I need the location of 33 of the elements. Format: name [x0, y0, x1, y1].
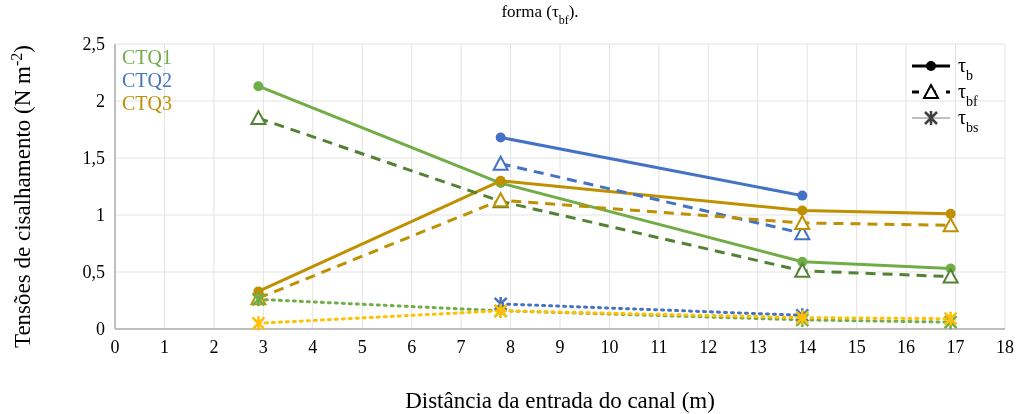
- x-tick-label: 3: [258, 337, 268, 357]
- x-tick-label: 7: [456, 337, 466, 357]
- y-tick-label: 0,5: [82, 262, 105, 282]
- y-tick-label: 1,5: [82, 148, 105, 168]
- y-tick-label: 2,5: [82, 34, 105, 54]
- x-tick-label: 10: [600, 337, 619, 357]
- x-tick-label: 18: [996, 337, 1014, 357]
- x-tick-label: 6: [407, 337, 417, 357]
- annotation: τ$_{bs}$: [958, 106, 979, 135]
- x-tick-label: 4: [308, 337, 318, 357]
- x-tick-label: 1: [159, 337, 169, 357]
- x-tick-label: 15: [847, 337, 866, 357]
- y-tick-label: 2: [96, 91, 105, 111]
- x-tick-label: 14: [798, 337, 817, 357]
- x-tick-label: 12: [699, 337, 718, 357]
- x-tick-label: 2: [209, 337, 219, 357]
- x-axis-title: Distância da entrada do canal (m): [405, 388, 715, 413]
- x-tick-label: 8: [506, 337, 516, 357]
- x-tick-label: 17: [946, 337, 965, 357]
- annotation: τ$_{b}$: [958, 54, 974, 83]
- x-tick-label: 11: [650, 337, 668, 357]
- x-tick-label: 16: [897, 337, 916, 357]
- annotation: CTQ1: [122, 46, 172, 68]
- annotation: τ$_{bf}$: [958, 80, 979, 109]
- y-tick-label: 1: [96, 205, 105, 225]
- annotation: CTQ2: [122, 69, 172, 91]
- text: forma (τ$_{bf}$).: [501, 2, 579, 27]
- x-tick-label: 0: [110, 337, 120, 357]
- x-tick-label: 9: [555, 337, 565, 357]
- annotation: CTQ3: [122, 92, 172, 114]
- y-tick-label: 0: [96, 319, 105, 339]
- x-tick-label: 13: [748, 337, 767, 357]
- x-tick-label: 5: [357, 337, 367, 357]
